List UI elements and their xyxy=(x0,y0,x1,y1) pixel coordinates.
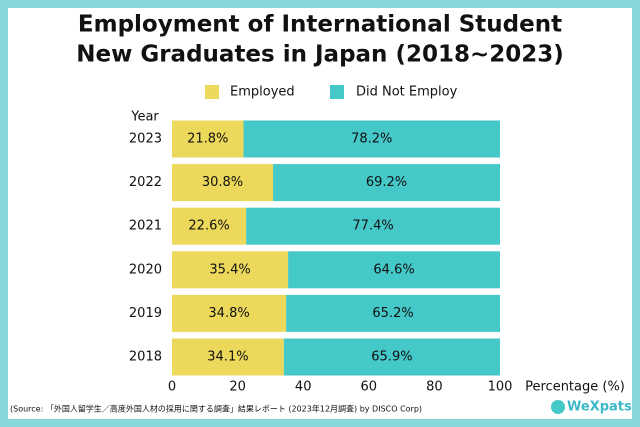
chart-title: Employment of International Student xyxy=(78,12,562,38)
y-tick-label: 2023 xyxy=(129,132,162,147)
value-label: 65.9% xyxy=(371,350,412,365)
bar-segment xyxy=(243,120,500,158)
value-label: 30.8% xyxy=(202,175,243,190)
source-note: (Source: 「外国人留学生／高度外国人材の採用に関する調査」結果レポート … xyxy=(10,404,422,414)
x-tick-label: 40 xyxy=(295,380,312,395)
value-label: 22.6% xyxy=(188,219,229,234)
value-label: 78.2% xyxy=(351,132,392,147)
chart-subtitle: New Graduates in Japan (2018~2023) xyxy=(76,42,564,68)
value-label: 64.6% xyxy=(373,262,414,277)
x-tick-label: 60 xyxy=(361,380,378,395)
x-axis-label: Percentage (%) xyxy=(525,380,625,395)
bar-segment xyxy=(286,294,500,332)
bar-segment xyxy=(273,164,500,202)
value-label: 21.8% xyxy=(187,132,228,147)
y-tick-label: 2022 xyxy=(129,175,162,190)
logo-icon xyxy=(551,400,565,414)
legend-swatch xyxy=(205,85,219,99)
bar-segment xyxy=(172,294,287,332)
bar-segment xyxy=(246,207,500,245)
bar-segment xyxy=(172,251,289,289)
legend-label: Employed xyxy=(230,85,295,100)
y-axis-label: Year xyxy=(130,110,159,125)
y-tick-label: 2018 xyxy=(129,350,162,365)
bar-segment xyxy=(283,338,500,376)
legend-label: Did Not Employ xyxy=(356,85,458,100)
bar-segment xyxy=(172,338,284,376)
x-tick-label: 0 xyxy=(168,380,176,395)
value-label: 34.8% xyxy=(208,306,249,321)
logo: WeXpats xyxy=(567,400,632,415)
bar-segment xyxy=(172,207,247,245)
y-tick-label: 2019 xyxy=(129,306,162,321)
value-label: 35.4% xyxy=(209,262,250,277)
y-tick-label: 2020 xyxy=(129,262,162,277)
value-label: 65.2% xyxy=(372,306,413,321)
y-tick-label: 2021 xyxy=(129,219,162,234)
value-label: 34.1% xyxy=(207,350,248,365)
bar-segment xyxy=(172,120,244,158)
bar-segment xyxy=(288,251,500,289)
value-label: 69.2% xyxy=(366,175,407,190)
x-tick-label: 20 xyxy=(229,380,246,395)
x-tick-label: 80 xyxy=(426,380,443,395)
legend-swatch xyxy=(330,85,344,99)
x-tick-label: 100 xyxy=(488,380,513,395)
value-label: 77.4% xyxy=(352,219,393,234)
bar-segment xyxy=(172,164,274,202)
